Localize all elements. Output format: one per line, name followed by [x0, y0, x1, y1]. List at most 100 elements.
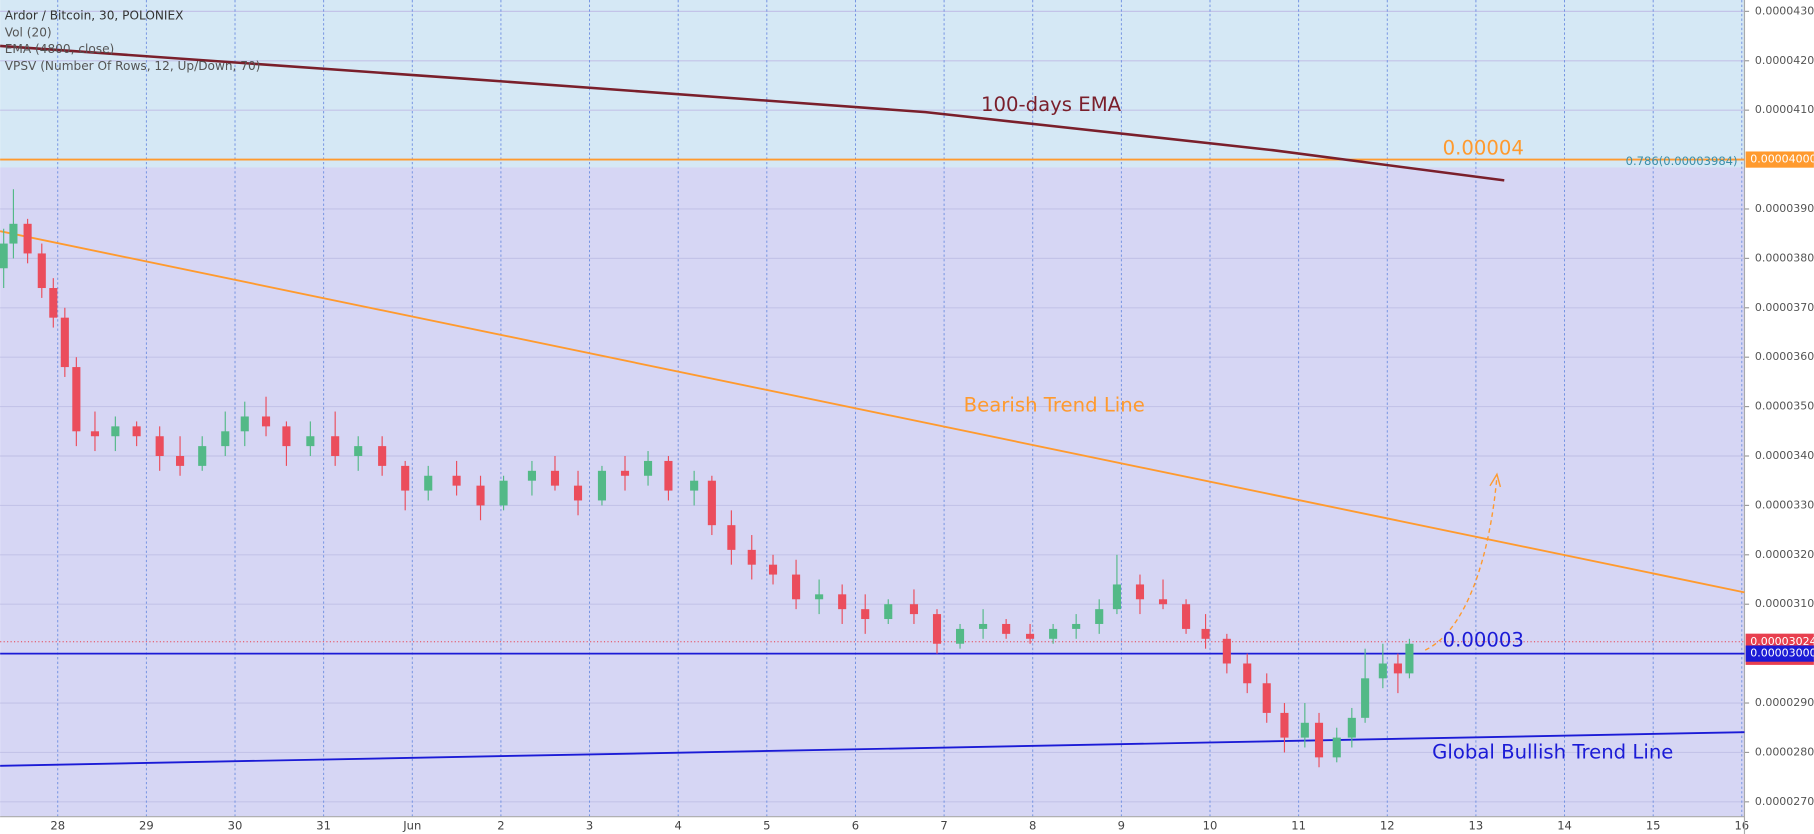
candle-body: [620, 470, 630, 476]
candle-body: [424, 475, 433, 491]
candle-body: [747, 549, 756, 565]
candle-body: [550, 470, 560, 486]
x-tick-label: 11: [1291, 818, 1306, 832]
x-tick-label: 5: [763, 818, 770, 832]
candle-body: [221, 431, 230, 447]
candle-body: [909, 604, 919, 615]
candle-body: [955, 628, 965, 644]
candle-body: [1201, 628, 1210, 639]
price-badge-label: 0.00004000: [1750, 153, 1814, 166]
candle-body: [690, 480, 699, 491]
candle-body: [282, 426, 291, 447]
y-tick-label: 0.00002700: [1755, 795, 1814, 808]
x-tick-label: Jun: [402, 818, 421, 832]
candle-body: [0, 243, 8, 269]
candle-body: [884, 604, 893, 620]
x-tick-label: 8: [1029, 818, 1036, 832]
candle-body: [573, 485, 583, 501]
x-tick-label: 16: [1734, 818, 1749, 832]
fib-zone: [0, 0, 1745, 168]
x-tick-label: 2: [497, 818, 504, 832]
candle-body: [1347, 717, 1356, 738]
candle-body: [838, 594, 847, 610]
candle-body: [727, 525, 736, 550]
candle-body: [476, 485, 485, 506]
x-tick-label: 9: [1118, 818, 1125, 832]
x-tick-label: 14: [1557, 818, 1572, 832]
candle-body: [597, 470, 607, 501]
candle-body: [1095, 609, 1104, 624]
fib-label: 0.786(0.00003984): [1626, 154, 1738, 168]
plot-area: [0, 167, 1745, 817]
candle-body: [1026, 633, 1035, 639]
candle-body: [306, 436, 315, 447]
candle-body: [23, 223, 32, 254]
candle-body: [72, 367, 81, 432]
candle-body: [90, 431, 100, 437]
annotation: 100-days EMA: [981, 93, 1122, 116]
candle-body: [1243, 663, 1252, 684]
x-tick-label: 3: [586, 818, 593, 832]
trend-line: [0, 44, 1505, 182]
x-tick-label: 7: [940, 818, 947, 832]
legend-text: VPSV (Number Of Rows, 12, Up/Down, 70): [5, 59, 261, 73]
x-tick-label: 30: [228, 818, 243, 832]
candle-body: [1222, 638, 1231, 664]
projection-arrow: [1424, 476, 1498, 651]
price-badge: [1745, 645, 1814, 662]
candle-body: [354, 446, 363, 456]
annotation: Bearish Trend Line: [964, 394, 1145, 417]
x-tick-label: 6: [852, 818, 859, 832]
x-tick-label: 15: [1646, 818, 1661, 832]
price-badge: [1745, 151, 1814, 168]
candle-body: [331, 436, 340, 456]
candle-body: [1262, 683, 1271, 713]
candle-body: [1280, 712, 1289, 738]
candle-body: [261, 416, 271, 427]
price-badge-label: 0.00003000: [1750, 647, 1814, 660]
candle-body: [198, 446, 207, 466]
candle-body: [1112, 584, 1121, 610]
candle-body: [9, 223, 18, 244]
candle-body: [1361, 678, 1370, 718]
x-tick-label: 12: [1380, 818, 1395, 832]
candle-body: [979, 623, 988, 629]
candle-body: [132, 426, 141, 437]
candle-body: [1049, 628, 1058, 639]
x-tick-label: 13: [1469, 818, 1484, 832]
legend-text: EMA (4800, close): [5, 42, 115, 56]
x-tick-label: 29: [139, 818, 154, 832]
candle-body: [401, 465, 410, 491]
annotation: 0.00003: [1443, 628, 1524, 651]
candle-body: [792, 574, 801, 600]
candle-body: [1158, 599, 1168, 605]
candle-body: [1314, 722, 1324, 758]
candle-body: [1393, 663, 1402, 674]
candle-body: [378, 446, 387, 466]
legend-text: Ardor / Bitcoin, 30, POLONIEX: [5, 9, 184, 23]
candle-body: [60, 317, 69, 368]
candle-body: [499, 480, 508, 506]
candle-body: [1378, 663, 1387, 679]
candle-body: [1332, 737, 1341, 758]
candle-body: [1405, 643, 1414, 674]
candle-body: [37, 253, 46, 289]
candle-body: [768, 564, 778, 575]
annotation: 0.00004: [1443, 137, 1524, 160]
candle-body: [240, 416, 249, 432]
candle-body: [932, 614, 942, 644]
candle-body: [452, 475, 461, 486]
candle-body: [1182, 604, 1191, 629]
